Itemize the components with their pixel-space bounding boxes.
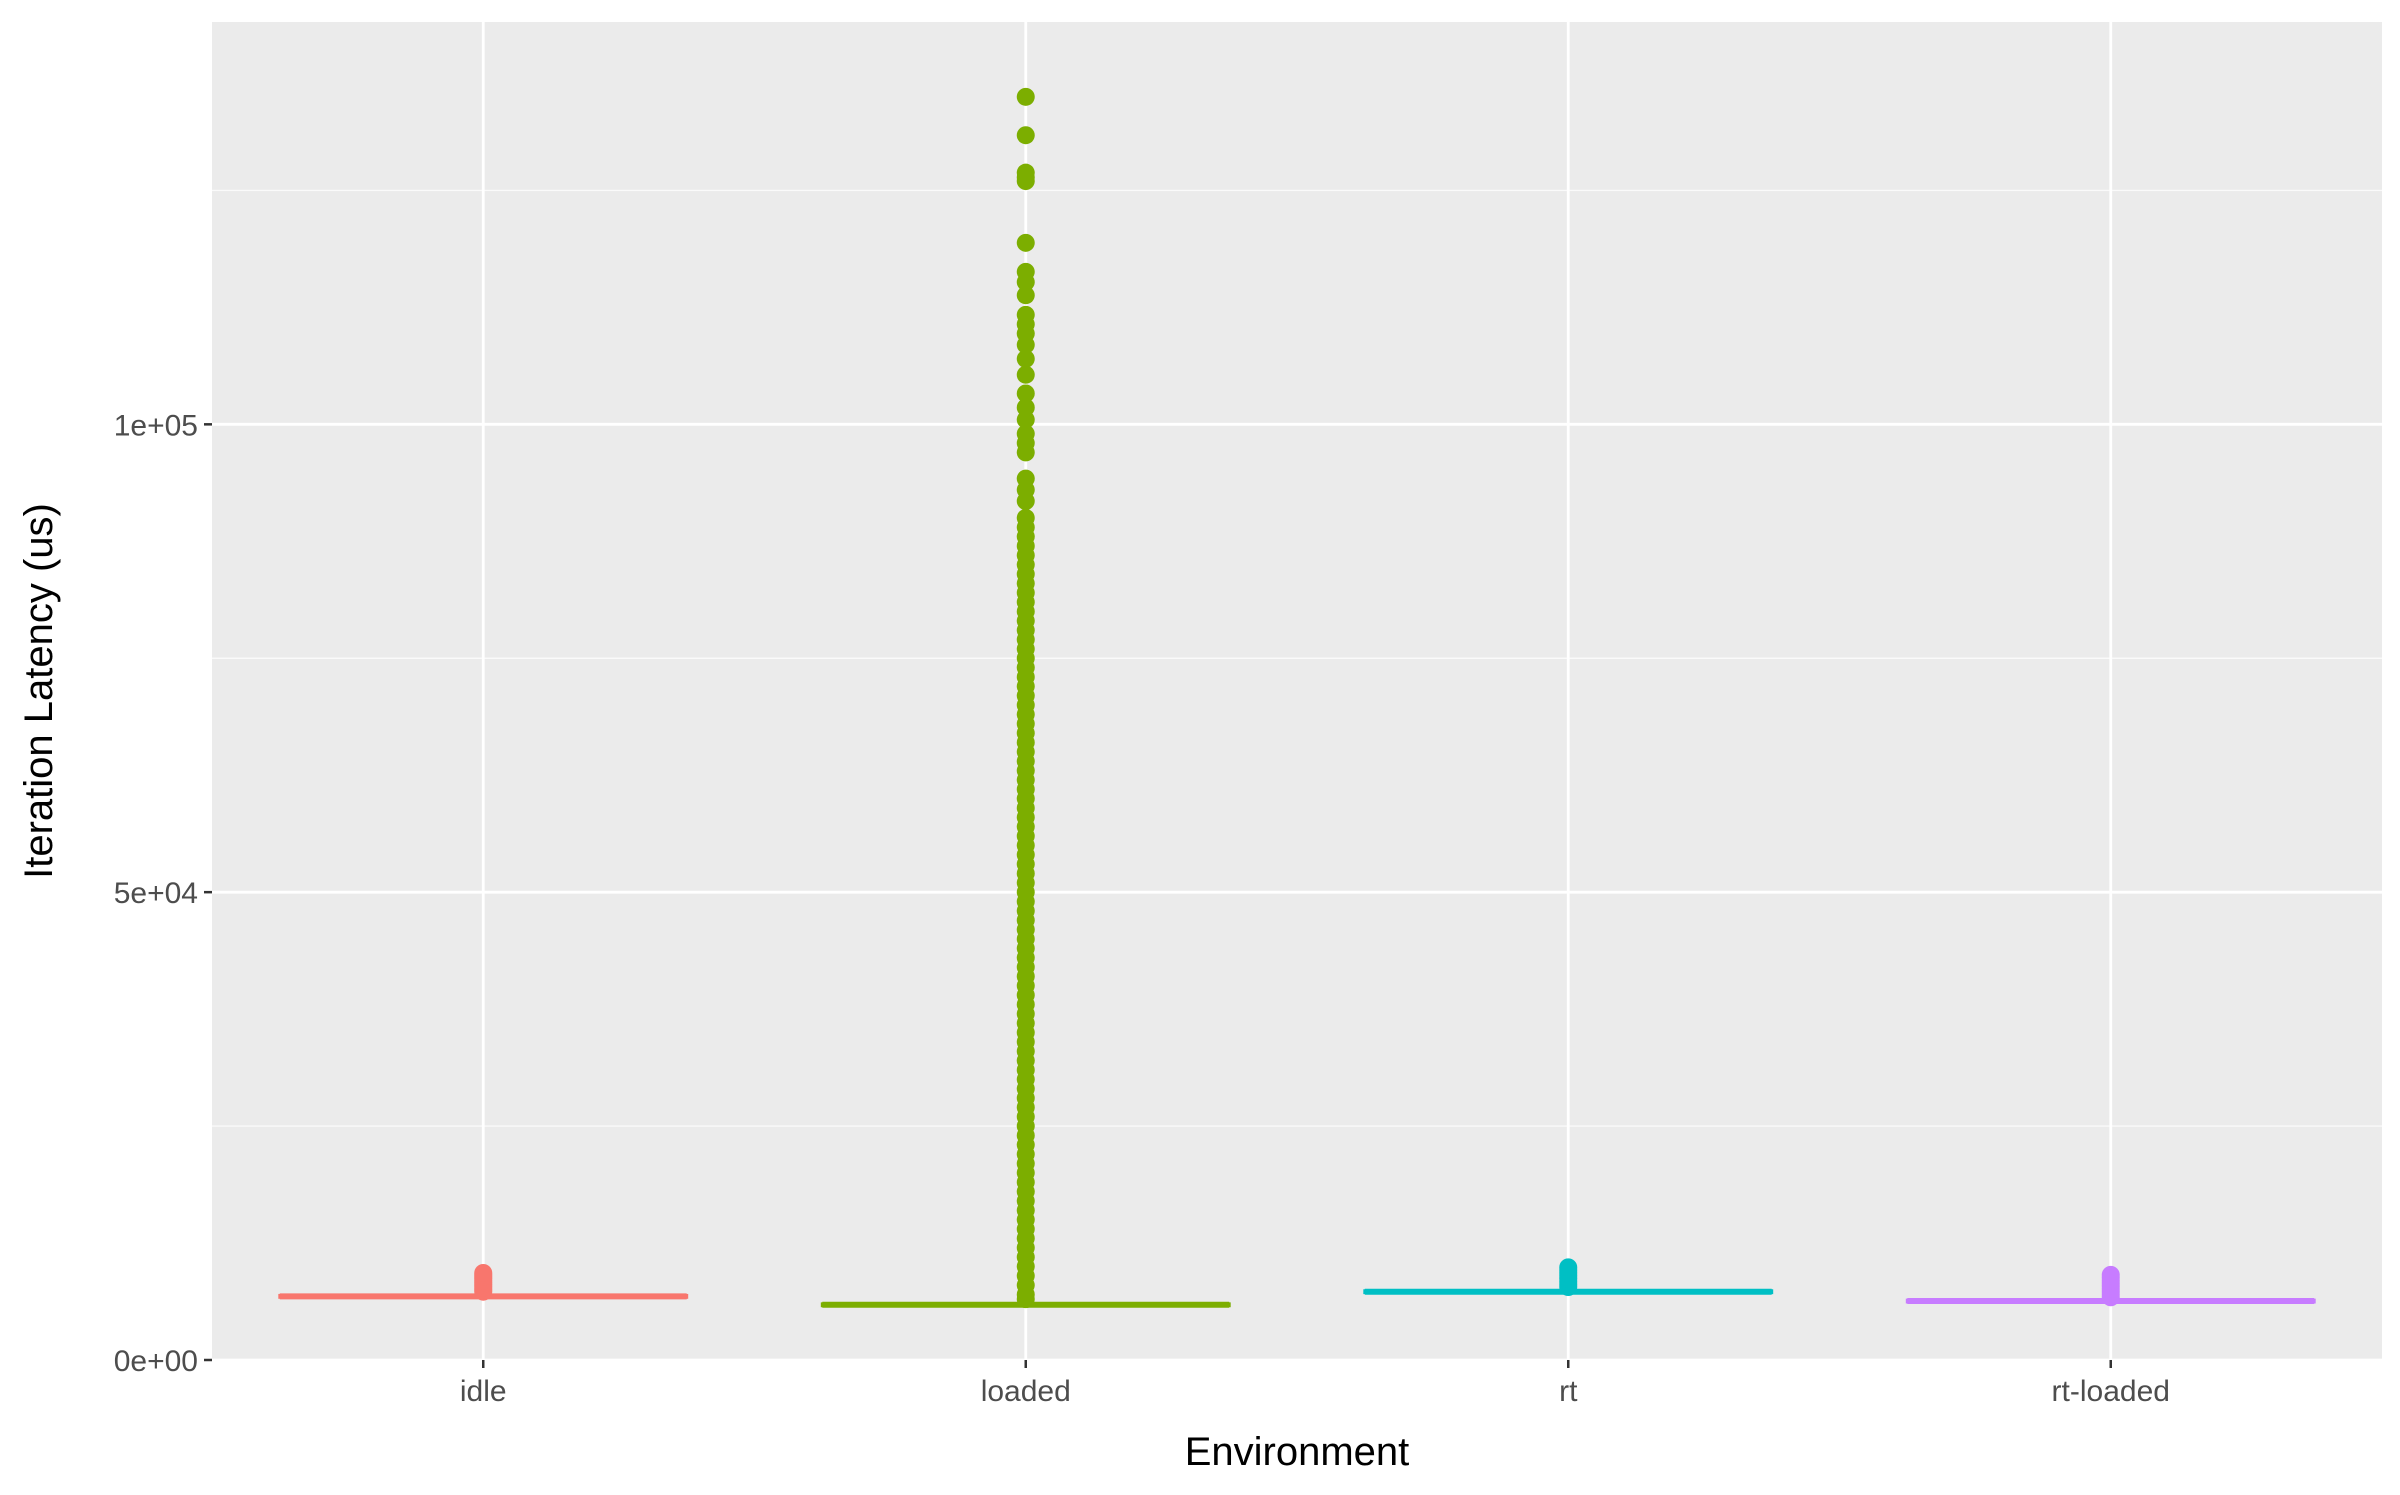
outlier-point xyxy=(1016,365,1035,384)
minor-gridlines xyxy=(212,189,2382,1127)
y-tick-label: 1e+05 xyxy=(114,409,198,442)
outlier-point xyxy=(1016,508,1035,527)
outlier-point xyxy=(1016,262,1035,281)
outlier-point xyxy=(1016,398,1035,417)
boxplot-idle xyxy=(278,1263,689,1301)
outlier-point xyxy=(1016,349,1035,368)
outlier-point xyxy=(2101,1265,2120,1284)
outlier-point xyxy=(474,1263,493,1282)
x-axis-title: Environment xyxy=(1185,1430,1410,1474)
x-tick-label: rt xyxy=(1559,1375,1578,1408)
outlier-point xyxy=(1016,424,1035,443)
y-axis: 0e+00 5e+04 1e+05 xyxy=(114,409,212,1378)
y-tick-label: 5e+04 xyxy=(114,877,198,910)
outlier-point xyxy=(1016,163,1035,182)
series-layer xyxy=(278,87,2316,1309)
x-tick-label: idle xyxy=(460,1375,507,1408)
outlier-point xyxy=(1016,286,1035,305)
x-tick-label: rt-loaded xyxy=(2052,1375,2170,1408)
outlier-point xyxy=(1016,126,1035,145)
outlier-point xyxy=(1559,1258,1578,1277)
y-axis-title: Iteration Latency (us) xyxy=(17,503,61,879)
y-tick-label: 0e+00 xyxy=(114,1345,198,1378)
outlier-point xyxy=(1016,87,1035,106)
plot-panel xyxy=(212,22,2382,1360)
outlier-point xyxy=(1016,233,1035,252)
boxplot-loaded xyxy=(820,87,1231,1309)
x-tick-label: loaded xyxy=(981,1375,1071,1408)
x-axis: idle loaded rt rt-loaded xyxy=(460,1360,2170,1408)
outlier-point xyxy=(1016,469,1035,488)
outlier-point xyxy=(1016,384,1035,403)
boxplot-rt xyxy=(1363,1258,1774,1297)
outlier-point xyxy=(1016,305,1035,324)
boxplot-rt-loaded xyxy=(1905,1265,2316,1307)
major-gridlines xyxy=(212,22,2382,1362)
